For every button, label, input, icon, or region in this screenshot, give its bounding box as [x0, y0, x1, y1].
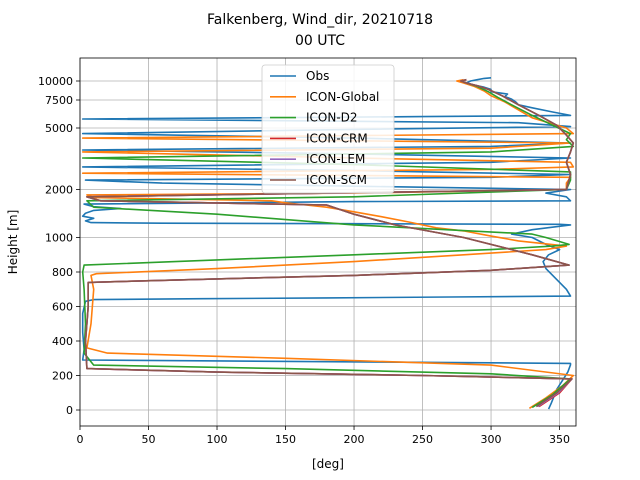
y-tick-label: 400 — [52, 335, 73, 348]
legend-label: ICON-D2 — [306, 111, 358, 125]
legend-label: ICON-Global — [306, 90, 379, 104]
series-lines — [81, 77, 575, 410]
plot-frame — [79, 57, 577, 427]
x-tick-label: 350 — [549, 433, 570, 446]
legend-label: ICON-SCM — [306, 173, 367, 187]
series-line-icon-d2 — [81, 80, 575, 409]
chart-subtitle: 00 UTC — [295, 33, 345, 49]
legend: Obs ICON-Global ICON-D2 ICON-CRM ICON-LEM ICO… — [261, 64, 395, 194]
series-line-icon-scm — [84, 78, 575, 408]
y-tick-label: 1000 — [45, 232, 73, 245]
axis-ticks: 0 50 100 150 200 250 300 350 0 200 400 600 800 1000 20… — [38, 75, 570, 446]
y-tick-label: 5000 — [45, 122, 73, 135]
series-line-icon-global — [81, 78, 575, 409]
legend-label: ICON-CRM — [306, 131, 368, 145]
x-tick-label: 100 — [207, 433, 228, 446]
series-line-obs — [81, 77, 572, 410]
x-tick-label: 150 — [275, 433, 296, 446]
x-tick-label: 250 — [412, 433, 433, 446]
y-tick-label: 800 — [52, 266, 73, 279]
y-tick-label: 600 — [52, 301, 73, 314]
chart-title: Falkenberg, Wind_dir, 20210718 — [207, 12, 433, 28]
legend-label: Obs — [306, 69, 329, 83]
y-axis-label: Height [m] — [6, 210, 20, 275]
y-tick-label: 200 — [52, 370, 73, 383]
x-tick-label: 200 — [344, 433, 365, 446]
y-tick-label: 7500 — [45, 94, 73, 107]
x-tick-label: 300 — [481, 433, 502, 446]
y-tick-label: 0 — [66, 404, 73, 417]
x-axis-label: [deg] — [312, 457, 344, 471]
y-tick-label: 10000 — [38, 75, 73, 88]
x-tick-label: 50 — [142, 433, 156, 446]
legend-label: ICON-LEM — [306, 152, 365, 166]
x-tick-label: 0 — [77, 433, 84, 446]
y-tick-label: 2000 — [45, 184, 73, 197]
